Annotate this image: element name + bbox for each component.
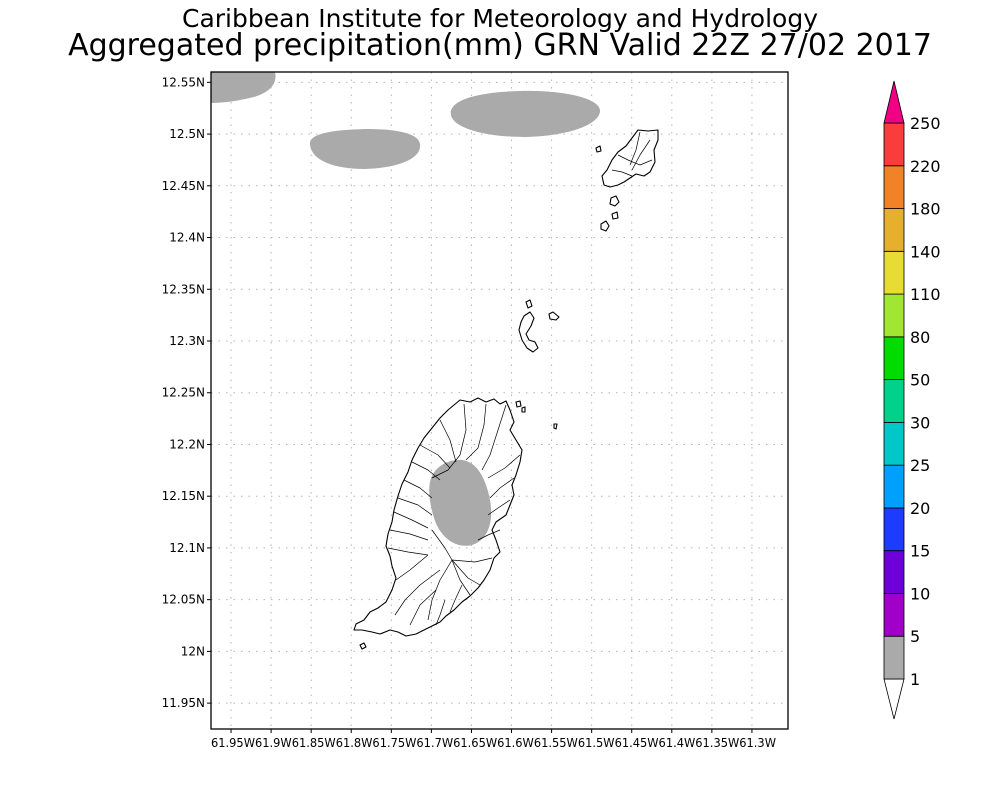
colorbar-label-8: 80 bbox=[910, 328, 930, 347]
colorbar-label-11: 180 bbox=[910, 200, 941, 219]
colorbar bbox=[883, 80, 905, 720]
colorbar-label-4: 20 bbox=[910, 499, 930, 518]
colorbar-box-6 bbox=[883, 379, 905, 423]
colorbar-below-triangle bbox=[883, 678, 905, 720]
grenadine-islets-outline bbox=[518, 311, 539, 353]
colorbar-box-2 bbox=[883, 550, 905, 594]
lat-tick-label-1: 12.5N bbox=[169, 127, 205, 141]
precip-area-north-east bbox=[450, 90, 601, 137]
carriacou-parish-boundaries bbox=[611, 131, 653, 177]
islet-a-outline bbox=[600, 220, 610, 232]
colorbar-above-triangle bbox=[883, 80, 905, 124]
lat-tick-label-0: 12.55N bbox=[162, 75, 205, 89]
colorbar-label-7: 50 bbox=[910, 371, 930, 390]
colorbar-label-10: 140 bbox=[910, 242, 941, 261]
islet-c-outline bbox=[611, 211, 619, 220]
colorbar-box-4 bbox=[883, 464, 905, 509]
lat-tick-label-9: 12.1N bbox=[169, 541, 205, 555]
lat-tick-label-5: 12.3N bbox=[169, 334, 205, 348]
petite-martinique-outline bbox=[609, 195, 620, 207]
colorbar-label-6: 30 bbox=[910, 413, 930, 432]
colorbar-box-10 bbox=[883, 208, 905, 252]
colorbar-box-1 bbox=[883, 593, 905, 637]
colorbar-label-5: 25 bbox=[910, 456, 930, 475]
precipitation-areas bbox=[211, 72, 601, 546]
colorbar-box-11 bbox=[883, 165, 905, 209]
lat-tick-label-11: 12N bbox=[181, 644, 205, 658]
grid-lines bbox=[211, 72, 788, 729]
lat-tick-label-12: 11.95N bbox=[162, 696, 205, 710]
lat-tick-label-3: 12.4N bbox=[169, 231, 205, 245]
precip-area-grenada-interior bbox=[429, 459, 492, 546]
lat-tick-label-8: 12.15N bbox=[162, 489, 205, 503]
islet-e-outline bbox=[548, 311, 560, 321]
colorbar-label-9: 110 bbox=[910, 285, 941, 304]
precip-area-north-west bbox=[309, 129, 421, 169]
map-frame bbox=[210, 71, 789, 730]
title-line-2: Aggregated precipitation(mm) GRN Valid 2… bbox=[68, 28, 932, 63]
colorbar-label-2: 10 bbox=[910, 584, 930, 603]
colorbar-label-0: 1 bbox=[910, 670, 920, 689]
colorbar-label-13: 250 bbox=[910, 114, 941, 133]
colorbar-label-1: 5 bbox=[910, 627, 920, 646]
islet-i-outline bbox=[359, 642, 367, 650]
lat-tick-label-4: 12.35N bbox=[162, 282, 205, 296]
title-line-1: Caribbean Institute for Meteorology and … bbox=[182, 4, 818, 33]
colorbar-label-3: 15 bbox=[910, 542, 930, 561]
grenada-parish-boundaries bbox=[387, 403, 521, 626]
colorbar-box-12 bbox=[883, 122, 905, 167]
lat-tick-label-7: 12.2N bbox=[169, 437, 205, 451]
islet-f-outline bbox=[515, 400, 522, 408]
islet-g-outline bbox=[521, 406, 526, 413]
grenada-island-outline bbox=[353, 397, 523, 637]
colorbar-box-3 bbox=[883, 507, 905, 552]
land-outlines bbox=[353, 129, 659, 650]
lat-tick-label-2: 12.45N bbox=[162, 179, 205, 193]
longitude-tick-labels: 61.95W61.9W61.85W61.8W61.75W61.7W61.65W6… bbox=[211, 736, 776, 750]
colorbar-box-9 bbox=[883, 250, 905, 295]
islet-d-outline bbox=[525, 299, 533, 309]
colorbar-box-7 bbox=[883, 336, 905, 381]
lat-tick-label-6: 12.25N bbox=[162, 386, 205, 400]
map-content: 12.55N 12.5N 12.45N 12.4N 12.35N 12.3N 12.25N 1… bbox=[162, 71, 789, 750]
colorbar-label-12: 220 bbox=[910, 157, 941, 176]
colorbar-box-5 bbox=[883, 421, 905, 466]
lat-tick-label-10: 12.05N bbox=[162, 593, 205, 607]
islet-h-outline bbox=[553, 423, 558, 430]
latitude-tick-labels: 12.55N 12.5N 12.45N 12.4N 12.35N 12.3N 12.25N 1… bbox=[162, 75, 753, 733]
colorbar-box-0 bbox=[883, 635, 905, 680]
precip-area-nw-corner bbox=[211, 72, 276, 103]
colorbar-box-8 bbox=[883, 293, 905, 338]
carriacou-outline bbox=[601, 129, 659, 188]
islet-b-outline bbox=[595, 145, 602, 153]
